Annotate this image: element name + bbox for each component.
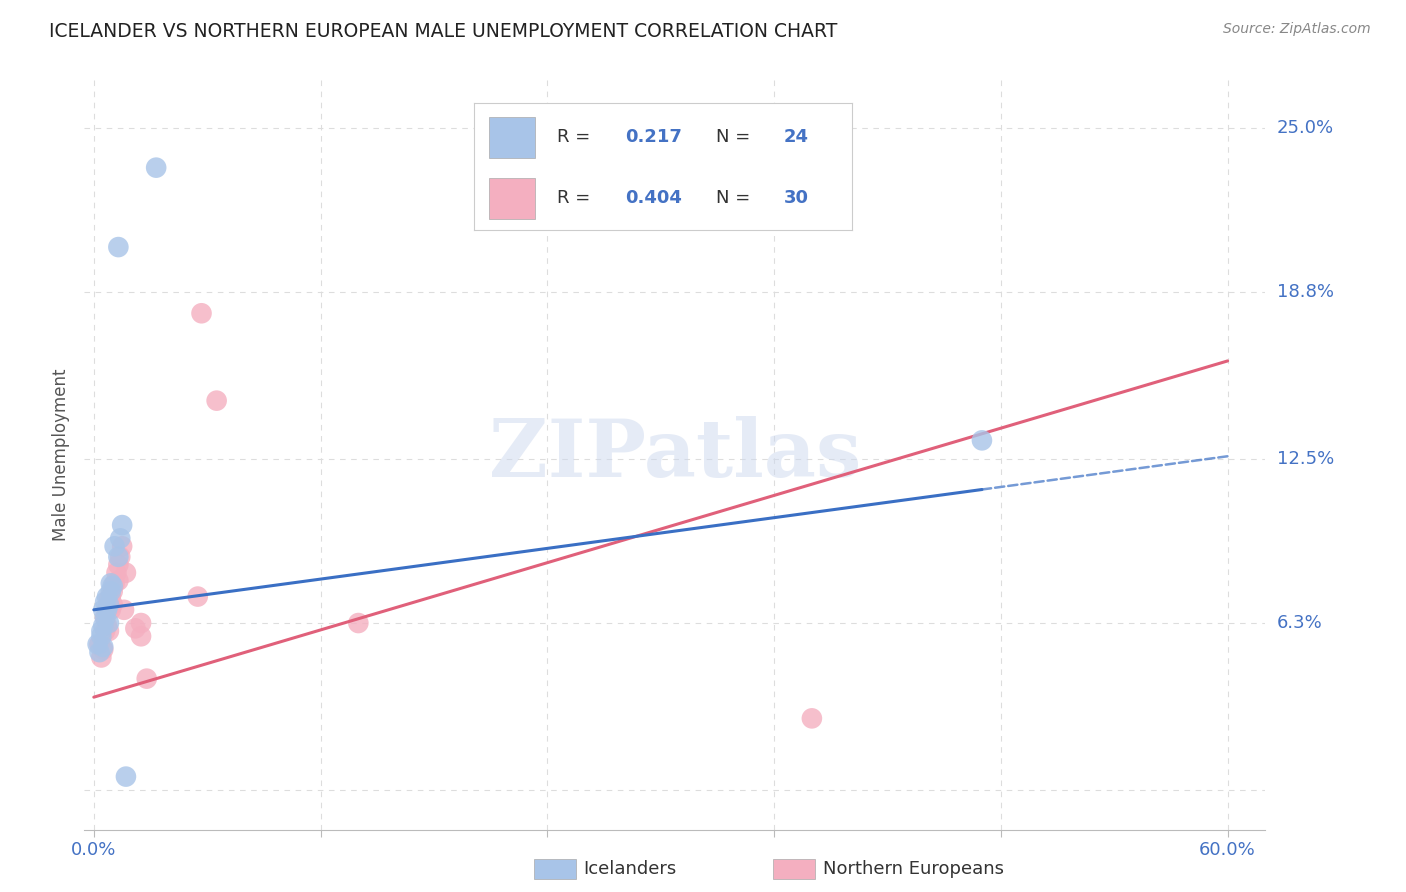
Point — [96, 590, 118, 604]
Point — [104, 539, 127, 553]
Point — [101, 598, 124, 612]
Point — [107, 574, 129, 588]
Text: ZIPatlas: ZIPatlas — [489, 416, 860, 494]
Point — [129, 615, 152, 630]
Point — [107, 240, 129, 254]
Point — [91, 618, 114, 632]
Point — [94, 595, 117, 609]
Point — [187, 590, 209, 604]
Text: Northern Europeans: Northern Europeans — [823, 860, 1004, 878]
Point — [94, 611, 117, 625]
Point — [97, 615, 120, 630]
Point — [124, 621, 146, 635]
Point — [89, 637, 111, 651]
Point — [97, 592, 120, 607]
Point — [190, 306, 212, 320]
Point — [100, 603, 122, 617]
Point — [90, 650, 112, 665]
Point — [100, 590, 122, 604]
Point — [110, 531, 132, 545]
Point — [145, 161, 167, 175]
Point — [112, 603, 135, 617]
Point — [101, 584, 124, 599]
Point — [129, 629, 152, 643]
Point — [100, 584, 122, 599]
Point — [100, 576, 122, 591]
Point — [90, 629, 112, 643]
Point — [107, 558, 129, 572]
Point — [205, 393, 228, 408]
Point — [111, 539, 134, 553]
Point — [105, 566, 128, 580]
Point — [91, 640, 114, 654]
Text: 6.3%: 6.3% — [1277, 614, 1322, 632]
Point — [94, 611, 117, 625]
Point — [96, 603, 118, 617]
Point — [970, 434, 993, 448]
Point — [96, 618, 118, 632]
Point — [97, 598, 120, 612]
Point — [90, 624, 112, 638]
Text: Source: ZipAtlas.com: Source: ZipAtlas.com — [1223, 22, 1371, 37]
Point — [96, 603, 118, 617]
Text: 12.5%: 12.5% — [1277, 450, 1334, 468]
Point — [86, 637, 108, 651]
Point — [104, 576, 127, 591]
Point — [800, 711, 823, 725]
Point — [135, 672, 157, 686]
Point — [107, 549, 129, 564]
Text: ICELANDER VS NORTHERN EUROPEAN MALE UNEMPLOYMENT CORRELATION CHART: ICELANDER VS NORTHERN EUROPEAN MALE UNEM… — [49, 22, 838, 41]
Point — [110, 549, 132, 564]
Point — [91, 603, 114, 617]
Text: 18.8%: 18.8% — [1277, 283, 1333, 301]
Text: Icelanders: Icelanders — [583, 860, 676, 878]
Y-axis label: Male Unemployment: Male Unemployment — [52, 368, 70, 541]
Point — [89, 645, 111, 659]
Point — [111, 518, 134, 533]
Text: 25.0%: 25.0% — [1277, 119, 1334, 137]
Point — [91, 642, 114, 657]
Point — [347, 615, 370, 630]
Point — [115, 770, 138, 784]
Point — [101, 579, 124, 593]
Point — [94, 624, 117, 638]
Point — [115, 566, 138, 580]
Point — [97, 624, 120, 638]
